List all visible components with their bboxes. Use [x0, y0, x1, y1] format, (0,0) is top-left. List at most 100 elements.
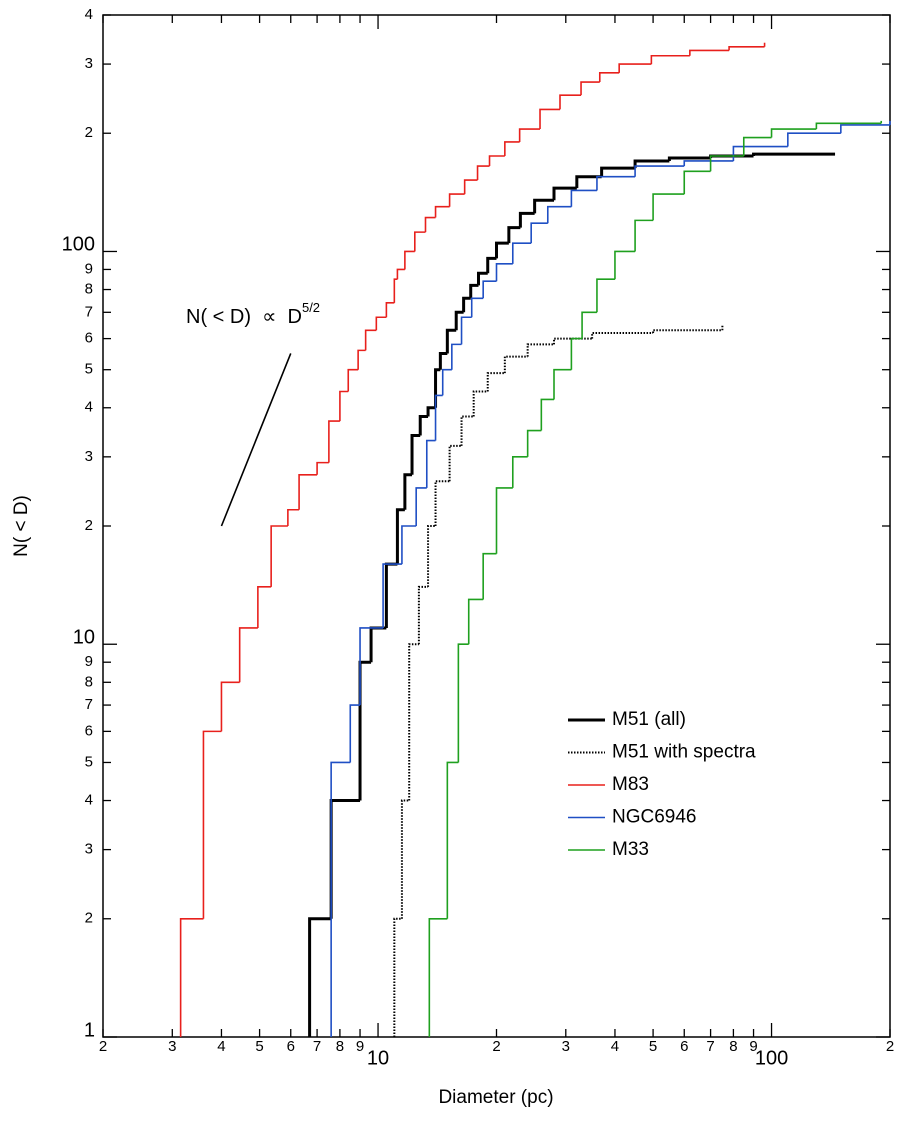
step-segment [559, 94, 582, 110]
x-axis-title: Diameter (pc) [438, 1087, 553, 1108]
annotation-superscript: 5/2 [302, 300, 320, 315]
y-tick-label: 9 [85, 260, 93, 277]
step-segment [633, 159, 670, 169]
step-segment [414, 231, 426, 252]
y-tick-label: 3 [85, 448, 93, 465]
step-segment [393, 917, 402, 1037]
y-tick-label: 6 [85, 330, 93, 347]
y-tick-label: 8 [85, 673, 93, 690]
step-segment [470, 297, 484, 318]
step-segment [634, 165, 685, 177]
step-segment [518, 211, 535, 228]
y-tick-label: 6 [85, 722, 93, 739]
step-segment [598, 72, 620, 83]
step-segment [511, 456, 528, 488]
step-segment [787, 132, 841, 147]
step-segment [238, 627, 258, 683]
step-segment [460, 415, 474, 446]
step-segment [400, 799, 410, 919]
step-segment [418, 415, 429, 436]
x-tick-label: 4 [611, 1038, 619, 1055]
x-tick-label: 10 [367, 1047, 389, 1069]
step-segment [393, 278, 398, 303]
y-tick-label: 8 [85, 281, 93, 298]
step-segment [709, 155, 744, 172]
step-segment [486, 256, 497, 274]
x-tick-label: 3 [168, 1038, 176, 1055]
step-segment [427, 525, 436, 587]
step-segment [530, 222, 548, 244]
step-segment [482, 552, 497, 600]
step-segment [364, 329, 377, 351]
x-tick-label: 2 [886, 1038, 894, 1055]
step-segment [467, 598, 484, 645]
step-segment [634, 219, 654, 252]
step-segment [369, 626, 387, 663]
step-segment [486, 372, 505, 392]
step-segment [448, 193, 465, 207]
step-segment [507, 226, 521, 244]
step-segment [329, 799, 361, 919]
step-segment [552, 186, 577, 201]
step-segment [448, 444, 462, 482]
step-segment [424, 216, 436, 233]
step-segment [347, 368, 359, 392]
step-segment [408, 643, 419, 801]
step-segment [614, 250, 636, 280]
y-tick-label: 4 [85, 792, 93, 809]
step-segment [384, 562, 398, 628]
step-segment [434, 480, 450, 526]
step-segment [270, 525, 288, 587]
y-tick-label: 2 [85, 124, 93, 141]
legend-label: M51 (all) [612, 709, 686, 730]
step-segment [770, 128, 817, 138]
step-segment [454, 310, 464, 331]
x-tick-label: 6 [680, 1038, 688, 1055]
step-segment [434, 394, 443, 441]
step-segment [476, 271, 488, 286]
step-segment [220, 681, 240, 732]
step-segment [463, 179, 478, 195]
step-segment [650, 54, 690, 65]
step-segment [446, 761, 459, 919]
step-segment [553, 337, 593, 345]
step-segment [600, 166, 636, 177]
step-segment [728, 45, 765, 51]
step-segment [358, 660, 372, 801]
step-segment [316, 461, 329, 475]
step-segment [404, 250, 415, 270]
y-tick-label: 3 [85, 841, 93, 858]
step-segment [526, 343, 555, 357]
step-segment [570, 189, 597, 207]
x-tick-label: 2 [492, 1038, 500, 1055]
x-tick-label: 9 [356, 1038, 364, 1055]
step-segment [202, 730, 222, 919]
y-tick-label: 5 [85, 753, 93, 770]
step-segment [287, 508, 300, 526]
step-segment [357, 349, 366, 370]
step-segment [581, 311, 597, 339]
step-segment [511, 242, 532, 264]
legend-label: M83 [612, 774, 649, 795]
step-segment [482, 280, 497, 299]
annotation-line [220, 353, 292, 527]
step-segment [426, 406, 436, 417]
step-segment [533, 198, 555, 214]
step-segment [683, 160, 734, 167]
step-segment [495, 487, 513, 554]
step-segment [683, 170, 711, 195]
step-segment [689, 49, 730, 56]
x-tick-label: 100 [755, 1047, 788, 1069]
step-segment [546, 205, 572, 224]
y-tick-label: 4 [85, 399, 93, 416]
step-segment [495, 241, 509, 259]
step-segment [385, 302, 395, 318]
step-segment [382, 563, 402, 628]
y-tick-label: 2 [85, 517, 93, 534]
step-segment [652, 329, 723, 334]
step-segment [526, 429, 542, 457]
legend-label: NGC6946 [612, 807, 697, 828]
step-segment [445, 328, 457, 354]
step-segment [462, 296, 471, 313]
